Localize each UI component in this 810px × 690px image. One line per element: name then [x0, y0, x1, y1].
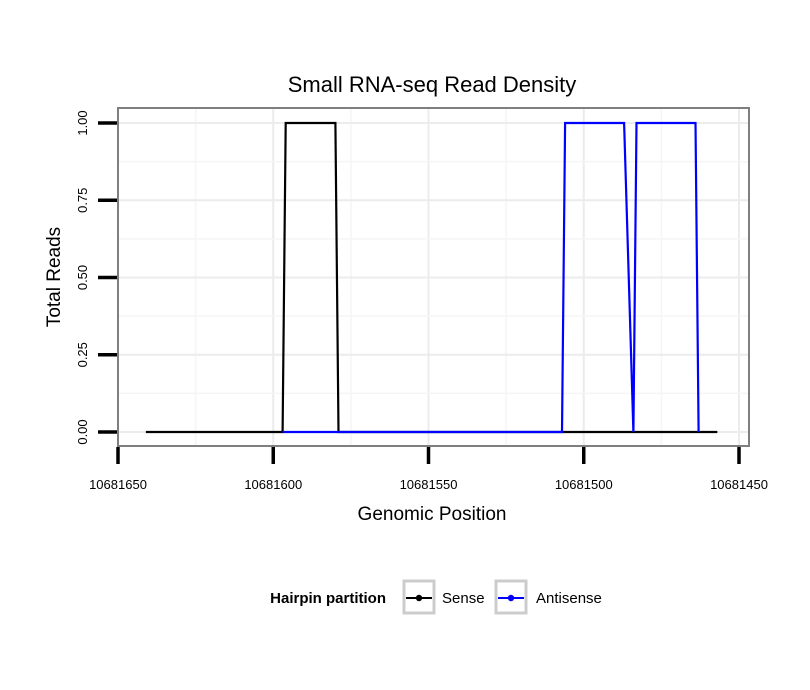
- x-tick-label: 10681550: [400, 477, 458, 492]
- x-tick-label: 10681450: [710, 477, 768, 492]
- legend-marker-antisense: [507, 594, 515, 602]
- x-tick-label: 10681500: [555, 477, 613, 492]
- y-axis-label: Total Reads: [44, 227, 65, 327]
- x-tick-label: 10681600: [244, 477, 302, 492]
- chart-title: Small RNA-seq Read Density: [288, 72, 577, 97]
- x-tick-label: 10681650: [89, 477, 147, 492]
- axes: 10681650 10681600 10681550 10681500 10681450…: [75, 110, 768, 492]
- series-line-antisense: [282, 121, 700, 434]
- y-tick-label: 0.00: [75, 419, 90, 444]
- y-tick-label: 0.25: [75, 342, 90, 367]
- y-tick-label: 0.50: [75, 265, 90, 290]
- x-axis-label: Genomic Position: [358, 504, 507, 525]
- grid: [119, 109, 748, 445]
- y-tick-label: 0.75: [75, 188, 90, 213]
- legend-label-sense: Sense: [442, 590, 485, 607]
- y-tick-label: 1.00: [75, 110, 90, 135]
- legend-title: Hairpin partition: [270, 590, 386, 607]
- legend: Hairpin partition Sense Antisense: [270, 579, 602, 615]
- plot-panel-border: [117, 107, 750, 447]
- legend-marker-sense: [415, 594, 423, 602]
- plot-lines: [145, 121, 718, 434]
- legend-label-antisense: Antisense: [536, 590, 602, 607]
